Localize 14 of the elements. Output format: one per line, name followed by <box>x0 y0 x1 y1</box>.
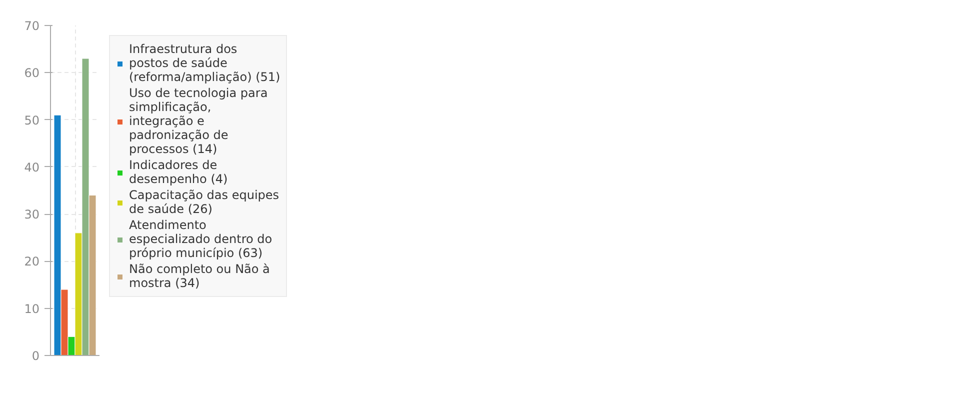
y-tick-label: 40 <box>24 160 40 174</box>
y-tick-label: 50 <box>24 113 40 128</box>
legend-label: Infraestrutura dos postos de saúde (reforma/ampliação) (51) <box>129 42 280 84</box>
legend-label: Capacitação das equipes de saúde (26) <box>129 188 280 216</box>
legend-label: Uso de tecnologia para simplificação, integração e padronização de processos (14) <box>129 86 268 156</box>
legend-label: Indicadores de desempenho (4) <box>129 158 228 186</box>
legend-label: Atendimento especializado dentro do próprio município (63) <box>129 218 272 260</box>
y-tick-label: 30 <box>24 208 40 222</box>
y-tick-label: 0 <box>32 349 40 363</box>
y-tick-label: 60 <box>24 66 40 80</box>
y-tick-label: 20 <box>24 254 40 269</box>
y-tick-label: 70 <box>24 19 40 33</box>
y-tick-label: 10 <box>24 302 40 316</box>
legend-label: Não completo ou Não à mostra (34) <box>129 262 270 290</box>
